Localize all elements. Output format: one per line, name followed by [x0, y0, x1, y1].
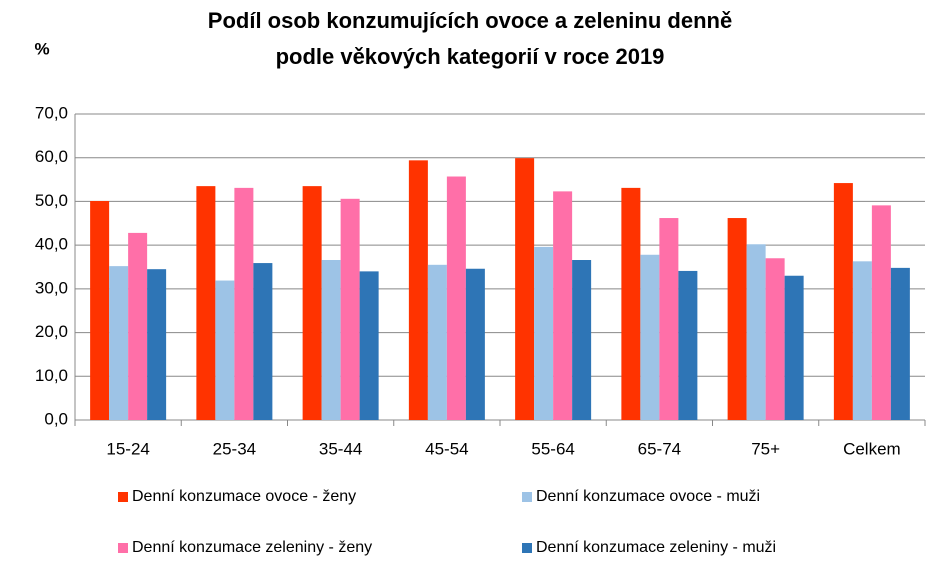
bar: [196, 186, 216, 420]
bar: [427, 264, 447, 420]
y-tick-label: 30,0: [35, 278, 68, 297]
chart-title: Podíl osob konzumujících ovoce a zelenin…: [208, 8, 732, 33]
bar: [572, 260, 592, 420]
legend-label: Denní konzumace ovoce - ženy: [132, 488, 356, 505]
x-tick-label: Celkem: [843, 439, 901, 458]
bar: [746, 244, 766, 420]
bar: [128, 232, 148, 420]
bar: [302, 186, 322, 420]
bar: [640, 254, 660, 420]
bar: [90, 200, 110, 420]
chart-title: podle věkových kategorií v roce 2019: [276, 44, 665, 69]
bar: [534, 246, 554, 420]
bar: [621, 187, 641, 420]
bar: [871, 205, 891, 420]
legend-label: Denní konzumace zeleniny - muži: [536, 539, 776, 556]
bar: [659, 218, 679, 420]
bar: [215, 280, 235, 420]
x-tick-label: 15-24: [106, 439, 149, 458]
legend-swatch: [522, 543, 532, 553]
x-tick-label: 65-74: [638, 439, 681, 458]
x-tick-label: 75+: [751, 439, 780, 458]
bar: [109, 266, 129, 420]
bar: [784, 275, 804, 420]
y-tick-label: 0,0: [44, 409, 68, 428]
bar: [765, 258, 785, 420]
bar: [553, 191, 573, 420]
bar: [515, 158, 535, 420]
bar: [852, 261, 872, 420]
x-tick-label: 55-64: [531, 439, 574, 458]
bar: [321, 260, 341, 420]
legend-label: Denní konzumace ovoce - muži: [536, 488, 760, 505]
x-tick-label: 35-44: [319, 439, 362, 458]
y-tick-label: 40,0: [35, 235, 68, 254]
legend-label: Denní konzumace zeleniny - ženy: [132, 539, 372, 556]
bar: [340, 198, 360, 420]
y-axis-label: %: [34, 39, 49, 58]
y-tick-label: 10,0: [35, 366, 68, 385]
bar: [890, 267, 910, 420]
y-tick-label: 20,0: [35, 322, 68, 341]
x-tick-label: 25-34: [213, 439, 256, 458]
y-tick-label: 60,0: [35, 147, 68, 166]
y-tick-label: 50,0: [35, 191, 68, 210]
bar: [253, 263, 273, 420]
bar: [408, 160, 428, 420]
bar: [727, 218, 747, 420]
legend-swatch: [118, 543, 128, 553]
bar: [234, 187, 254, 420]
bar: [678, 270, 698, 420]
bar: [465, 268, 485, 420]
y-tick-label: 70,0: [35, 103, 68, 122]
legend-swatch: [522, 492, 532, 502]
bar: [446, 176, 466, 420]
bar: [359, 271, 379, 420]
x-tick-label: 45-54: [425, 439, 468, 458]
bar: [833, 183, 853, 420]
bar: [147, 269, 167, 420]
legend-swatch: [118, 492, 128, 502]
